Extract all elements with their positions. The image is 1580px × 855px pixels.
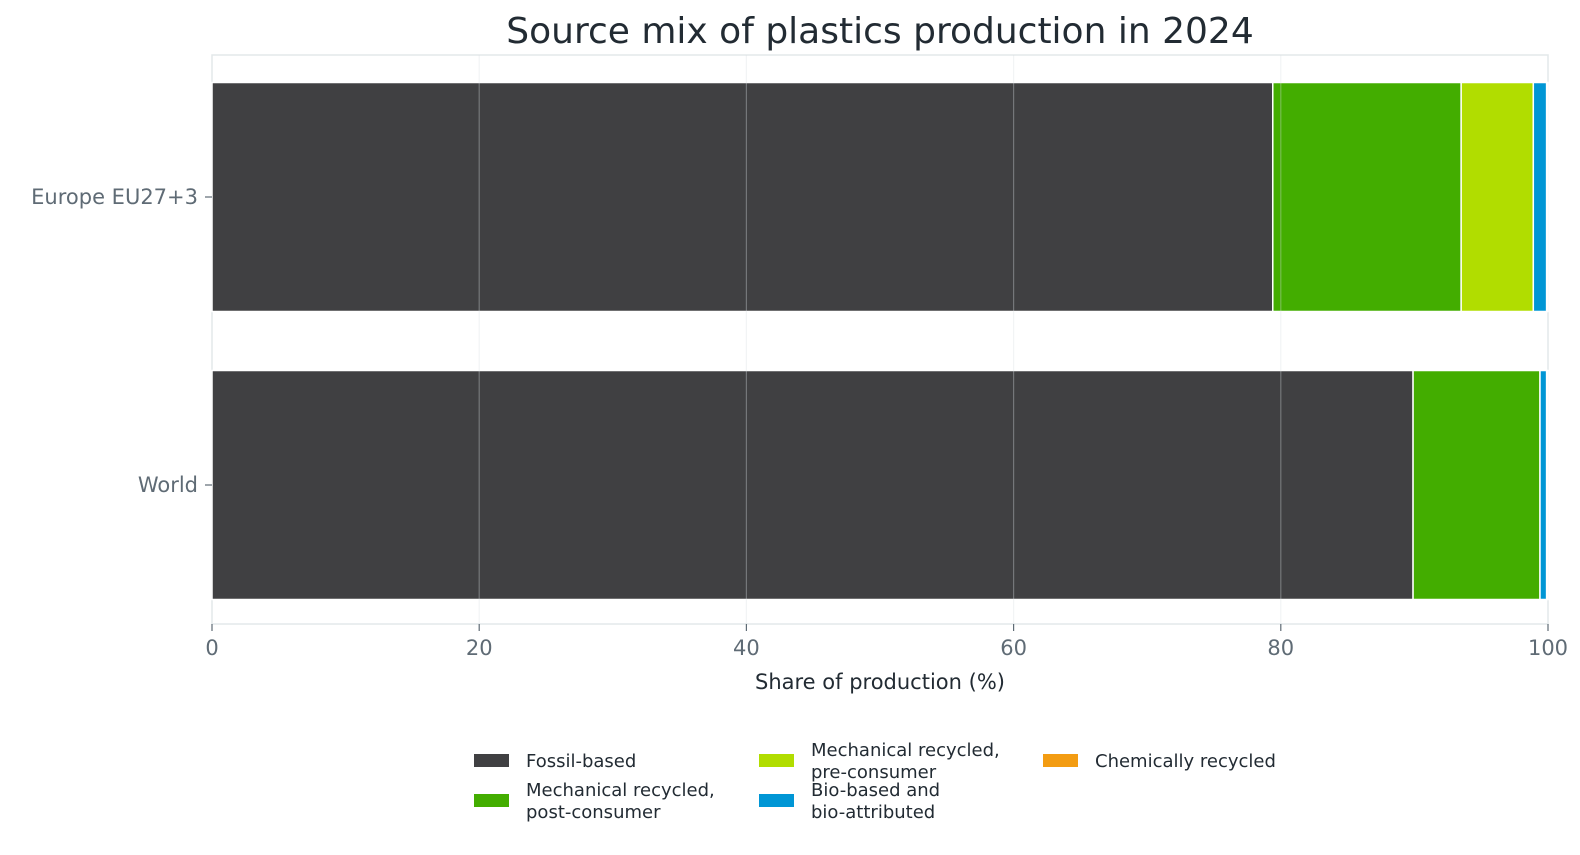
legend-label: Mechanical recycled, pre-consumer	[811, 740, 1000, 783]
bar-segment	[1532, 81, 1548, 313]
legend-item: Mechanical recycled, post-consumer	[474, 780, 715, 823]
legend-label-line: pre-consumer	[811, 762, 937, 783]
x-tick-label: 40	[733, 636, 760, 660]
bar-segment	[1545, 81, 1549, 313]
plot-area: 0 20 40 60 80 100 Europe EU27+3 World	[31, 54, 1568, 660]
legend-swatch	[759, 794, 794, 807]
bar-segment	[1460, 81, 1535, 313]
legend-swatch	[474, 794, 509, 807]
x-tick-label: 0	[205, 636, 218, 660]
legend-label-line: Mechanical recycled,	[811, 740, 1000, 761]
bar-segment	[1539, 369, 1548, 601]
legend-swatch	[1043, 754, 1078, 767]
x-axis-label: Share of production (%)	[755, 670, 1005, 694]
y-tick-label: World	[138, 473, 198, 497]
legend-label-line: bio-attributed	[811, 802, 935, 823]
x-tick-label: 100	[1528, 636, 1568, 660]
x-tick-label: 60	[1000, 636, 1027, 660]
bar-segment	[1272, 81, 1462, 313]
bar-segment	[211, 81, 1274, 313]
legend-item: Mechanical recycled, pre-consumer	[759, 740, 1000, 783]
chart-title: Source mix of plastics production in 202…	[506, 11, 1253, 52]
x-tick-label: 20	[466, 636, 493, 660]
legend-item: Fossil-based	[474, 751, 636, 772]
legend-swatch	[759, 754, 794, 767]
plot-frame	[211, 54, 1549, 625]
legend-item: Bio-based and bio-attributed	[759, 780, 940, 823]
legend-label-line: post-consumer	[526, 802, 661, 823]
legend-swatch	[474, 754, 509, 767]
legend-label-line: Bio-based and	[811, 780, 940, 801]
y-tick-label: Europe EU27+3	[31, 185, 198, 209]
bar-segment	[211, 369, 1414, 601]
legend-label-line: Mechanical recycled,	[526, 780, 715, 801]
legend-label: Mechanical recycled, post-consumer	[526, 780, 715, 823]
legend-label: Fossil-based	[526, 751, 636, 772]
bar-segment	[1545, 369, 1549, 601]
legend-item: Chemically recycled	[1043, 751, 1276, 772]
x-tick-label: 80	[1267, 636, 1294, 660]
bar-segment	[1412, 369, 1541, 601]
legend-label: Chemically recycled	[1095, 751, 1276, 772]
legend-label: Bio-based and bio-attributed	[811, 780, 940, 823]
